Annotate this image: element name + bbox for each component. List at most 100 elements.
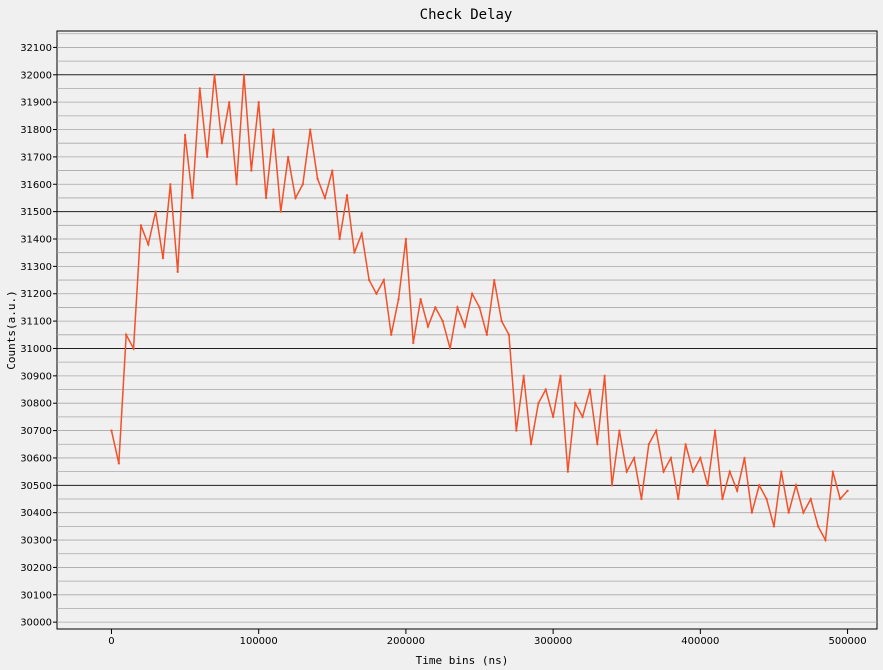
data-point: [507, 333, 511, 336]
data-point: [787, 511, 790, 514]
data-point: [758, 484, 761, 487]
data-point: [250, 169, 253, 172]
data-point: [161, 256, 165, 260]
data-point: [389, 333, 393, 336]
y-tick-label: 31600: [20, 180, 52, 191]
data-point: [110, 429, 113, 432]
data-point: [279, 210, 282, 213]
data-point: [772, 525, 776, 528]
data-point: [301, 183, 305, 186]
data-point: [463, 325, 466, 328]
y-tick-label: 30800: [20, 399, 52, 410]
y-tick-label: 30300: [20, 536, 52, 547]
y-tick-label: 30900: [20, 371, 52, 382]
y-tick-label: 31900: [20, 98, 52, 109]
data-point: [838, 497, 842, 501]
y-axis-ticks: 30000 30100 30200 30300 30400 30500 30600 30700…: [20, 43, 57, 629]
data-point: [713, 429, 717, 432]
data-point: [529, 443, 533, 446]
data-point: [426, 325, 430, 328]
data-point: [117, 462, 121, 465]
y-tick-label: 31400: [20, 235, 52, 246]
data-point: [603, 374, 606, 378]
data-point: [375, 292, 378, 295]
data-point: [647, 443, 651, 446]
data-point: [574, 402, 577, 405]
data-point: [802, 511, 805, 514]
data-point: [566, 470, 570, 473]
data-point: [581, 415, 584, 419]
y-tick-label: 32000: [20, 70, 52, 81]
x-axis-ticks: 0 100000 200000 300000 400000 500000: [108, 629, 867, 647]
data-point: [596, 443, 599, 446]
data-point: [169, 183, 172, 186]
data-point: [360, 232, 363, 235]
y-tick-label: 30700: [20, 426, 52, 437]
data-point: [228, 100, 231, 104]
data-point: [316, 177, 319, 180]
data-point: [434, 306, 437, 309]
data-point: [419, 298, 422, 301]
data-point: [831, 470, 835, 473]
data-point: [610, 484, 614, 487]
data-point: [147, 243, 150, 246]
data-point: [743, 456, 746, 460]
x-tick-label: 200000: [387, 636, 425, 647]
data-point: [220, 142, 224, 145]
y-tick-label: 31200: [20, 289, 52, 300]
data-point: [625, 470, 628, 473]
y-tick-label: 30200: [20, 563, 52, 574]
y-tick-label: 31000: [20, 344, 52, 355]
data-point: [735, 489, 739, 492]
data-point: [191, 196, 194, 200]
data-point: [588, 388, 592, 391]
data-point: [124, 333, 128, 336]
data-point: [478, 306, 481, 309]
data-point: [794, 484, 798, 487]
data-point: [537, 402, 540, 405]
data-point: [338, 237, 341, 241]
y-tick-label: 31300: [20, 262, 52, 273]
data-point: [470, 292, 474, 295]
data-points: [110, 73, 849, 542]
data-point: [551, 415, 555, 419]
data-point: [809, 497, 812, 501]
data-point: [750, 511, 754, 514]
y-tick-label: 30500: [20, 481, 52, 492]
data-point: [198, 87, 202, 90]
data-point: [493, 278, 496, 282]
data-point: [367, 278, 371, 282]
data-point: [353, 251, 356, 254]
data-point: [331, 169, 334, 172]
data-point: [618, 429, 621, 432]
data-point: [272, 128, 275, 131]
y-tick-label: 31500: [20, 207, 52, 218]
data-point: [485, 333, 489, 336]
x-tick-label: 0: [108, 636, 114, 647]
data-point: [669, 456, 673, 460]
data-point: [684, 443, 687, 446]
data-point: [309, 128, 312, 131]
data-point: [677, 497, 680, 501]
data-point: [382, 278, 386, 282]
y-axis-label: Counts(a.u.): [5, 290, 18, 369]
data-point: [441, 319, 444, 323]
data-point: [154, 210, 157, 213]
x-tick-label: 500000: [828, 636, 866, 647]
data-point: [559, 374, 562, 378]
y-tick-label: 30400: [20, 508, 52, 519]
data-point: [183, 133, 187, 137]
data-point: [721, 497, 724, 501]
data-point: [765, 497, 768, 501]
data-point: [294, 196, 297, 200]
plot-area: [56, 30, 878, 630]
gridlines: [57, 33, 877, 623]
y-tick-label: 32100: [20, 43, 52, 54]
data-point: [816, 525, 820, 528]
data-point: [404, 237, 408, 241]
data-point: [515, 429, 518, 432]
y-tick-label: 31800: [20, 125, 52, 136]
y-tick-label: 31700: [20, 152, 52, 163]
